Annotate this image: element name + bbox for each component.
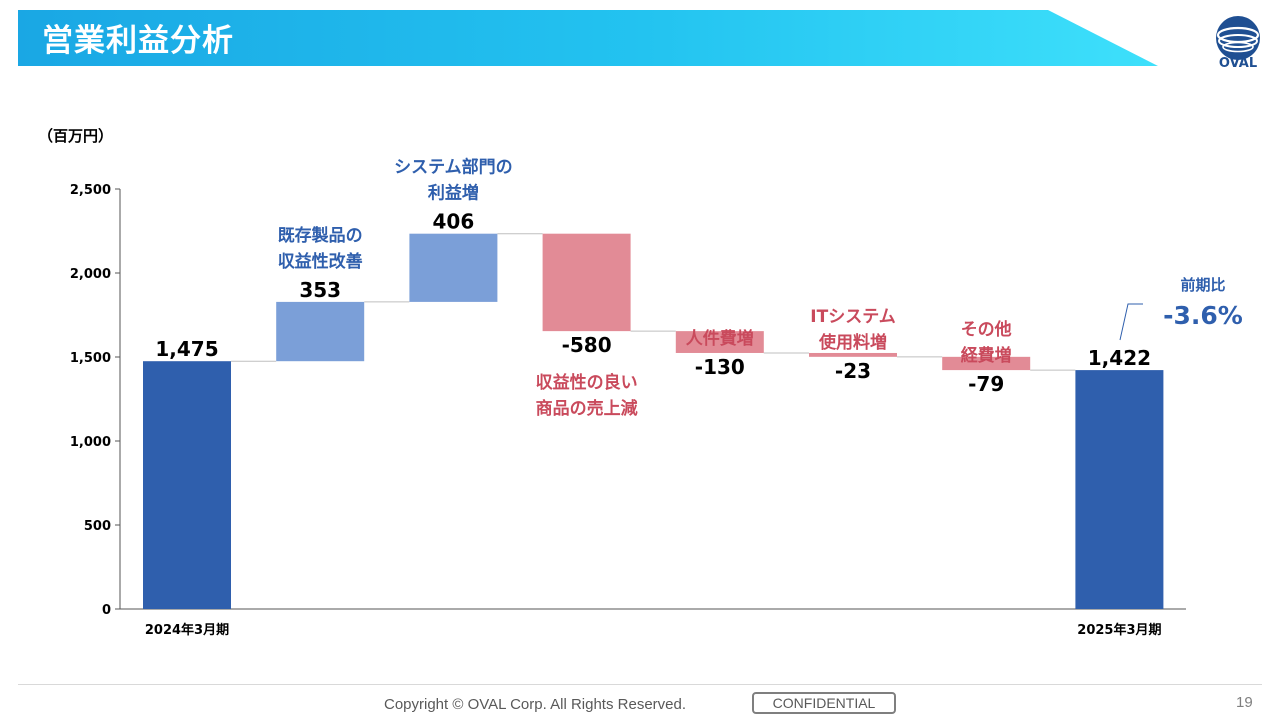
y-tick-label: 1,500 xyxy=(70,351,111,366)
page-number: 19 xyxy=(1236,694,1253,711)
yoy-label: 前期比 xyxy=(1180,276,1225,294)
data-label: 406 xyxy=(433,210,475,234)
footer-divider xyxy=(18,684,1262,685)
y-tick-label: 500 xyxy=(84,519,111,534)
data-label: -79 xyxy=(968,372,1004,396)
step-annotation: 商品の売上減 xyxy=(536,398,638,419)
x-category-label: 2024年3月期 xyxy=(145,622,229,638)
step-annotation: 既存製品の xyxy=(278,225,363,246)
oval-logo-icon xyxy=(1216,16,1260,60)
data-label: 1,475 xyxy=(155,337,218,361)
waterfall-chart: （百万円） 0 500 1,000 1,500 2,000 2,500 1,475 2024年3… xyxy=(38,127,1243,638)
y-tick-label: 0 xyxy=(102,603,111,618)
title-banner xyxy=(18,10,1158,66)
yoy-value: -3.6% xyxy=(1163,301,1243,330)
logo-text: OVAL xyxy=(1218,56,1258,71)
bar-decrease xyxy=(542,233,631,332)
y-tick-label: 1,000 xyxy=(70,435,111,450)
step-annotation: 収益性改善 xyxy=(278,251,363,272)
x-category-label: 2025年3月期 xyxy=(1077,622,1161,638)
bar-increase xyxy=(276,301,365,362)
step-annotation: その他 xyxy=(961,319,1012,340)
step-annotation: 利益増 xyxy=(428,183,479,204)
yoy-leader-line xyxy=(1119,303,1143,341)
step-annotation: 人件費増 xyxy=(686,328,754,349)
y-tick-label: 2,500 xyxy=(70,183,111,198)
bar-increase xyxy=(409,233,498,302)
bar-decrease xyxy=(675,331,764,353)
page-title: 営業利益分析 xyxy=(42,23,234,59)
bar-total xyxy=(143,361,231,609)
data-label: -130 xyxy=(695,355,745,379)
bar-decrease xyxy=(942,356,1031,371)
bar-decrease xyxy=(809,352,897,357)
step-annotation: 使用料増 xyxy=(818,332,887,353)
step-annotation: ITシステム xyxy=(810,307,895,327)
y-tick-label: 2,000 xyxy=(70,267,111,282)
data-label: -580 xyxy=(562,333,612,357)
step-annotation: 経費増 xyxy=(961,345,1012,366)
copyright-text: Copyright © OVAL Corp. All Rights Reserv… xyxy=(384,696,687,713)
confidential-badge: CONFIDENTIAL xyxy=(752,692,896,714)
data-label: 1,422 xyxy=(1088,346,1151,370)
bar-total xyxy=(1075,370,1164,609)
data-label: 353 xyxy=(299,278,341,302)
step-annotation: 収益性の良い xyxy=(536,372,638,393)
unit-label: （百万円） xyxy=(38,127,113,145)
data-label: -23 xyxy=(835,359,871,383)
step-annotation: システム部門の xyxy=(394,157,513,178)
